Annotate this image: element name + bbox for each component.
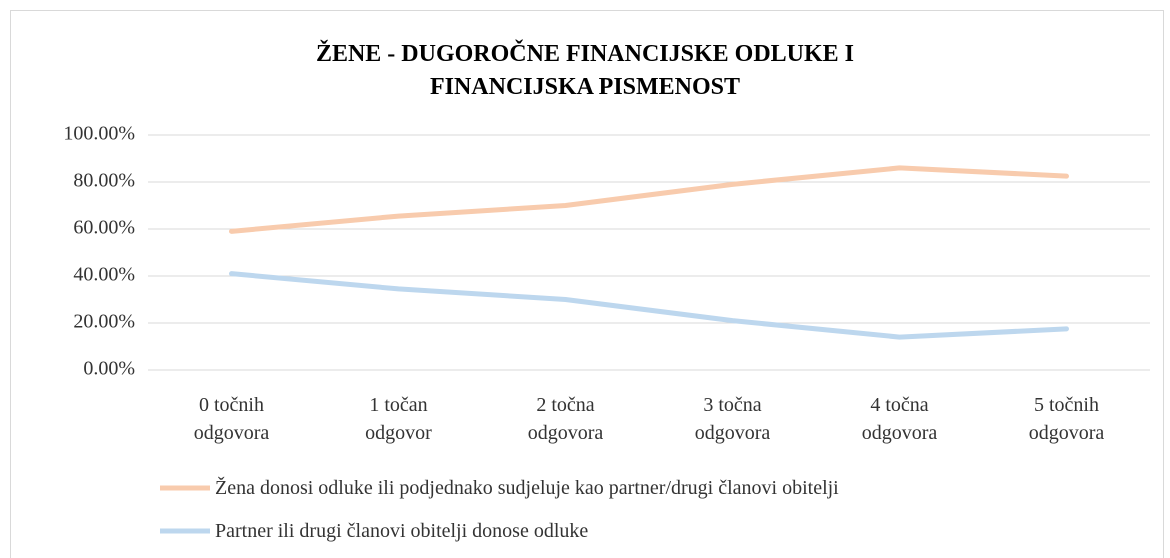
x-tick-label: 1 točan odgovor xyxy=(365,394,432,444)
y-tick-label: 0.00% xyxy=(83,358,135,380)
y-tick-label: 100.00% xyxy=(63,123,135,145)
y-tick-label: 60.00% xyxy=(73,217,135,239)
x-tick-label: 3 točna odgovora xyxy=(694,394,771,444)
y-tick-label: 80.00% xyxy=(73,170,135,192)
legend-label: Žena donosi odluke ili podjednako sudjel… xyxy=(215,477,839,499)
line-series xyxy=(229,271,1069,340)
x-tick-label: 5 točnih odgovora xyxy=(1028,394,1105,444)
y-tick-label: 40.00% xyxy=(73,264,135,286)
chart-frame xyxy=(10,10,1164,558)
x-tick-label: 4 točna odgovora xyxy=(861,394,938,444)
y-tick-label: 20.00% xyxy=(73,311,135,333)
x-tick-label: 0 točnih odgovora xyxy=(193,394,270,444)
line-series xyxy=(229,165,1069,234)
chart-title: ŽENE - DUGOROČNE FINANCIJSKE ODLUKE I FI… xyxy=(315,41,855,100)
x-tick-label: 2 točna odgovora xyxy=(527,394,604,444)
legend-label: Partner ili drugi članovi obitelji donos… xyxy=(215,520,589,542)
